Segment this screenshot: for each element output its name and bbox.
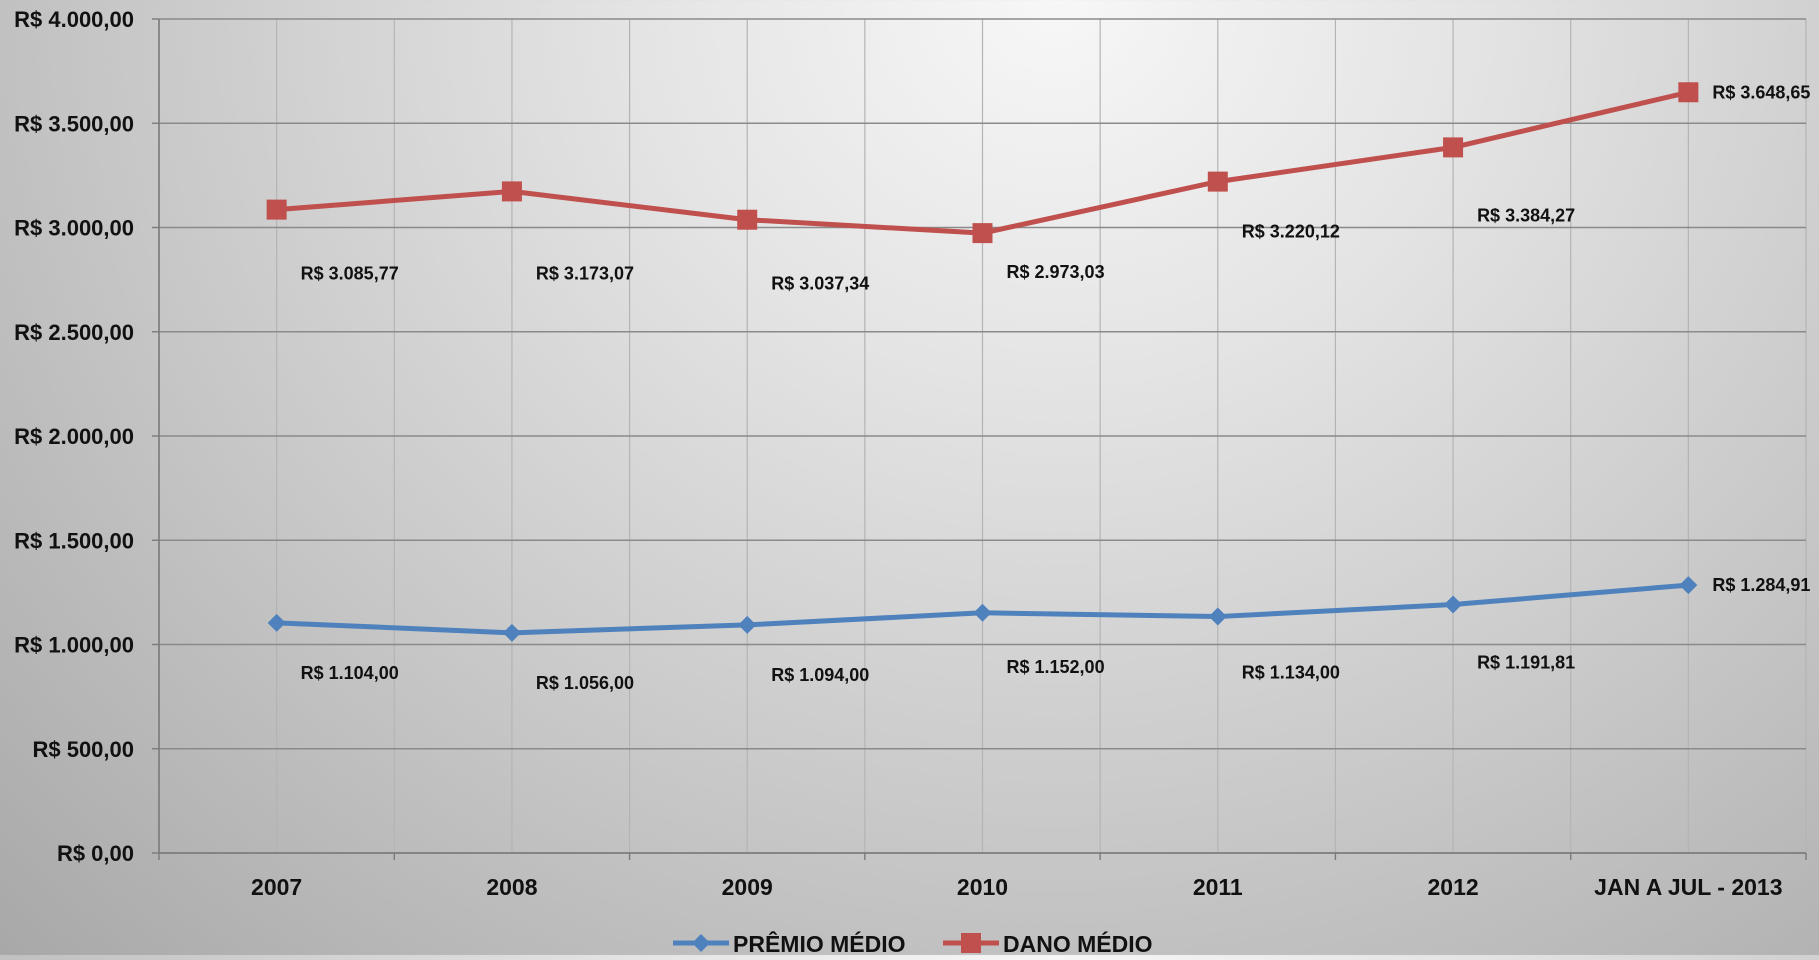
data-label: R$ 3.648,65 bbox=[1712, 82, 1810, 102]
x-tick-label: JAN A JUL - 2013 bbox=[1594, 874, 1782, 900]
data-point bbox=[973, 603, 992, 622]
data-point bbox=[266, 199, 287, 220]
x-tick-label: 2010 bbox=[957, 874, 1008, 900]
axes: R$ 0,00 R$ 500,00 R$ 1.000,00 R$ 1.500,00 R$… bbox=[14, 7, 1807, 900]
data-label: R$ 1.094,00 bbox=[771, 665, 869, 685]
series bbox=[266, 82, 1699, 642]
y-tick-label: R$ 3.500,00 bbox=[14, 111, 134, 136]
data-point bbox=[1678, 82, 1699, 103]
data-point bbox=[1207, 171, 1228, 192]
data-point bbox=[738, 615, 757, 634]
data-point bbox=[737, 209, 758, 230]
data-labels: R$ 1.104,00 R$ 1.056,00 R$ 1.094,00 R$ 1.15… bbox=[301, 82, 1811, 693]
data-point bbox=[1444, 595, 1463, 614]
x-tick-label: 2011 bbox=[1193, 874, 1243, 900]
data-label: R$ 1.152,00 bbox=[1007, 657, 1105, 677]
y-tick-label: R$ 2.000,00 bbox=[14, 424, 134, 449]
data-label: R$ 3.220,12 bbox=[1242, 222, 1340, 242]
legend-item-premio-medio: PRÊMIO MÉDIO bbox=[673, 930, 906, 957]
data-label: R$ 1.284,91 bbox=[1712, 575, 1810, 595]
data-label: R$ 2.973,03 bbox=[1007, 262, 1105, 282]
grid bbox=[158, 18, 1807, 854]
data-point bbox=[1679, 576, 1698, 595]
legend-item-dano-medio: DANO MÉDIO bbox=[943, 930, 1153, 957]
y-tick-label: R$ 1.500,00 bbox=[14, 528, 134, 553]
x-tick-label: 2008 bbox=[486, 874, 537, 900]
y-tick-label: R$ 3.000,00 bbox=[14, 216, 134, 241]
legend-label: DANO MÉDIO bbox=[1003, 930, 1153, 955]
data-point bbox=[1208, 607, 1227, 626]
data-label: R$ 3.085,77 bbox=[301, 264, 399, 284]
legend-marker bbox=[961, 933, 981, 953]
legend: PRÊMIO MÉDIO DANO MÉDIO bbox=[673, 930, 1153, 957]
data-label: R$ 1.104,00 bbox=[301, 663, 399, 683]
x-tick-label: 2009 bbox=[722, 874, 773, 900]
y-tick-label: R$ 4.000,00 bbox=[14, 7, 134, 32]
data-point bbox=[972, 223, 993, 244]
legend-label: PRÊMIO MÉDIO bbox=[733, 930, 906, 955]
data-label: R$ 1.191,81 bbox=[1477, 653, 1575, 673]
data-label: R$ 1.056,00 bbox=[536, 673, 634, 693]
legend-marker bbox=[692, 934, 710, 952]
data-label: R$ 3.384,27 bbox=[1477, 205, 1575, 225]
y-tick-label: R$ 2.500,00 bbox=[14, 320, 134, 345]
data-label: R$ 1.134,00 bbox=[1242, 663, 1340, 683]
data-point bbox=[1443, 137, 1464, 158]
data-label: R$ 3.173,07 bbox=[536, 263, 634, 283]
data-point bbox=[502, 623, 521, 642]
y-tick-label: R$ 500,00 bbox=[32, 737, 134, 762]
data-label: R$ 3.037,34 bbox=[771, 274, 869, 294]
y-tick-label: R$ 1.000,00 bbox=[14, 633, 134, 658]
data-point bbox=[501, 181, 522, 202]
y-tick-label: R$ 0,00 bbox=[57, 841, 134, 866]
x-tick-label: 2007 bbox=[251, 874, 302, 900]
data-point bbox=[267, 613, 286, 632]
x-tick-label: 2012 bbox=[1427, 874, 1478, 900]
